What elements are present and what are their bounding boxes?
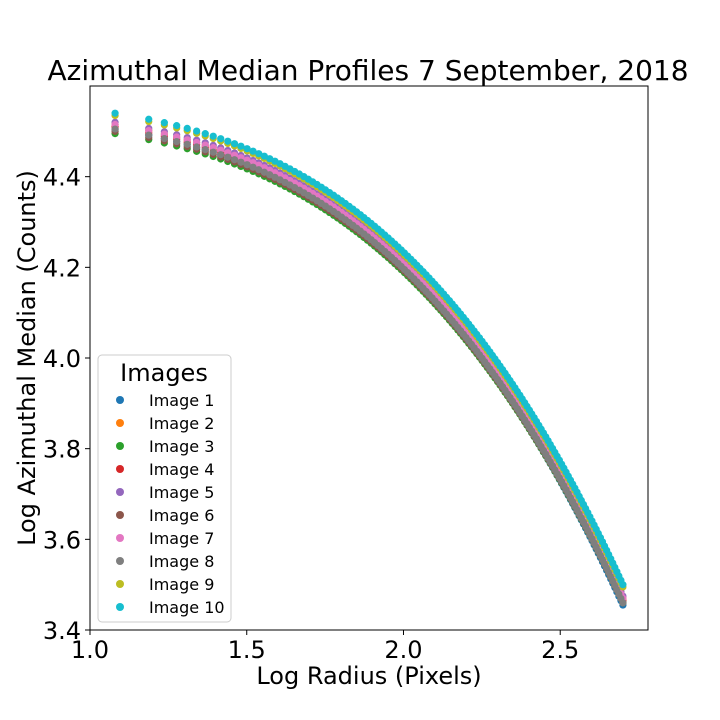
data-point	[145, 115, 153, 123]
data-point	[249, 163, 257, 171]
data-point	[230, 156, 239, 164]
data-point	[145, 131, 153, 139]
data-point	[217, 151, 225, 159]
legend-label: Image 7	[149, 529, 214, 548]
y-axis-ticks: 3.4 3.6 3.8 4.0 4.2 4.4	[43, 164, 90, 645]
series-8	[111, 125, 627, 607]
data-point	[237, 158, 245, 166]
data-point	[255, 166, 263, 174]
legend-marker	[116, 465, 124, 473]
legend-marker	[116, 557, 124, 565]
data-point	[224, 137, 232, 145]
x-tick-label: 1.0	[71, 636, 109, 664]
data-point	[224, 153, 232, 161]
legend-items: Image 1 Image 2 Image 3 Image 4 Image 5 Image…	[116, 391, 225, 617]
x-tick-label: 2.0	[384, 636, 422, 664]
legend-label: Image 8	[149, 552, 214, 571]
legend-marker	[116, 396, 124, 404]
legend-marker	[116, 442, 124, 450]
y-tick-label: 3.8	[43, 436, 81, 464]
data-point	[160, 119, 168, 127]
data-point	[243, 145, 251, 153]
data-point	[619, 581, 627, 589]
legend-label: Image 2	[149, 414, 214, 433]
legend-marker	[116, 511, 124, 519]
legend-label: Image 4	[149, 460, 214, 479]
y-tick-label: 4.0	[43, 345, 81, 373]
data-point	[260, 152, 268, 160]
data-point	[237, 142, 245, 150]
legend-marker	[116, 534, 124, 542]
chart-title: Azimuthal Median Profiles 7 September, 2…	[47, 54, 688, 87]
x-axis-ticks: 1.0 1.5 2.0 2.5	[71, 630, 579, 664]
legend-label: Image 3	[149, 437, 214, 456]
legend-title: Images	[120, 359, 208, 387]
x-tick-label: 1.5	[228, 636, 266, 664]
data-point	[183, 140, 191, 148]
legend-label: Image 6	[149, 506, 214, 525]
data-point	[193, 127, 201, 135]
y-tick-label: 3.6	[43, 526, 81, 554]
data-point	[193, 143, 201, 151]
legend-marker	[116, 580, 124, 588]
data-point	[183, 124, 191, 132]
data-point	[160, 134, 168, 143]
series-10	[111, 109, 627, 589]
data-point	[249, 147, 257, 155]
legend-label: Image 10	[149, 598, 225, 617]
y-tick-label: 3.4	[43, 617, 81, 645]
data-point	[111, 109, 119, 117]
legend-marker	[116, 488, 124, 496]
legend-marker	[116, 603, 124, 611]
data-point	[243, 161, 251, 169]
data-point	[230, 140, 239, 148]
data-point	[201, 130, 209, 138]
data-point	[173, 137, 181, 146]
legend-label: Image 5	[149, 483, 214, 502]
data-point	[111, 125, 119, 133]
legend-box	[97, 354, 232, 623]
data-point	[255, 150, 263, 158]
data-point	[201, 146, 209, 154]
data-point	[619, 599, 627, 607]
x-axis-label: Log Radius (Pixels)	[256, 662, 481, 690]
x-tick-label: 2.5	[541, 636, 579, 664]
data-points	[111, 109, 627, 609]
data-point	[209, 132, 217, 140]
data-point	[209, 148, 217, 156]
legend-label: Image 9	[149, 575, 214, 594]
legend-label: Image 1	[149, 391, 214, 410]
legend-marker	[116, 419, 124, 427]
data-point	[260, 168, 268, 176]
y-axis-label: Log Azimuthal Median (Counts)	[13, 170, 41, 546]
y-tick-label: 4.4	[43, 164, 81, 192]
data-point	[173, 122, 181, 130]
y-tick-label: 4.2	[43, 254, 81, 282]
data-point	[217, 135, 225, 143]
